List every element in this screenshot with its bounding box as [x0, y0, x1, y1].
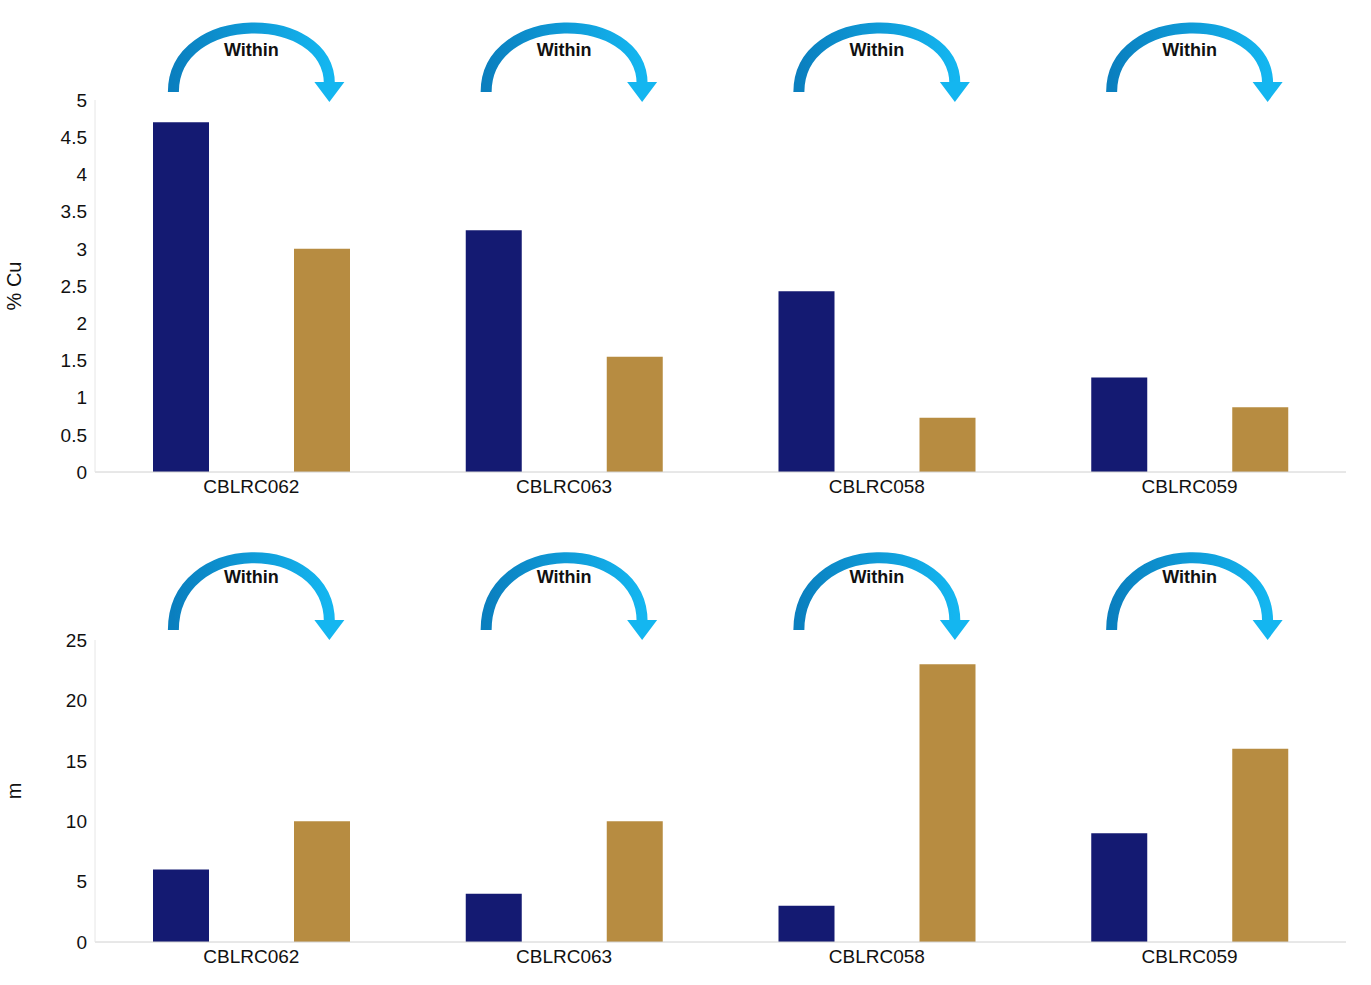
svg-text:3.5: 3.5	[61, 201, 87, 222]
svg-text:CBLRC062: CBLRC062	[203, 946, 299, 967]
svg-text:15: 15	[66, 751, 87, 772]
svg-text:Within: Within	[849, 40, 904, 60]
svg-text:20: 20	[66, 690, 87, 711]
svg-text:5: 5	[76, 871, 87, 892]
svg-text:Within: Within	[1162, 40, 1217, 60]
svg-text:Within: Within	[224, 567, 279, 587]
svg-text:CBLRC059: CBLRC059	[1142, 476, 1238, 497]
svg-text:0: 0	[76, 932, 87, 953]
svg-text:4: 4	[76, 164, 87, 185]
svg-text:CBLRC058: CBLRC058	[829, 946, 925, 967]
svg-text:CBLRC063: CBLRC063	[516, 476, 612, 497]
svg-text:Within: Within	[537, 40, 592, 60]
svg-text:CBLRC062: CBLRC062	[203, 476, 299, 497]
svg-text:m: m	[3, 783, 25, 800]
svg-text:10: 10	[66, 811, 87, 832]
svg-text:CBLRC058: CBLRC058	[829, 476, 925, 497]
svg-text:2: 2	[76, 313, 87, 334]
svg-text:5: 5	[76, 90, 87, 111]
svg-text:% Cu: % Cu	[3, 262, 25, 311]
svg-text:Within: Within	[224, 40, 279, 60]
svg-text:0.5: 0.5	[61, 425, 87, 446]
svg-text:Within: Within	[849, 567, 904, 587]
svg-text:CBLRC063: CBLRC063	[516, 946, 612, 967]
svg-text:1: 1	[76, 387, 87, 408]
svg-text:25: 25	[66, 630, 87, 651]
svg-text:3: 3	[76, 239, 87, 260]
svg-text:Within: Within	[537, 567, 592, 587]
svg-text:CBLRC059: CBLRC059	[1142, 946, 1238, 967]
svg-text:Within: Within	[1162, 567, 1217, 587]
svg-text:0: 0	[76, 462, 87, 483]
svg-text:4.5: 4.5	[61, 127, 87, 148]
svg-text:2.5: 2.5	[61, 276, 87, 297]
svg-text:1.5: 1.5	[61, 350, 87, 371]
